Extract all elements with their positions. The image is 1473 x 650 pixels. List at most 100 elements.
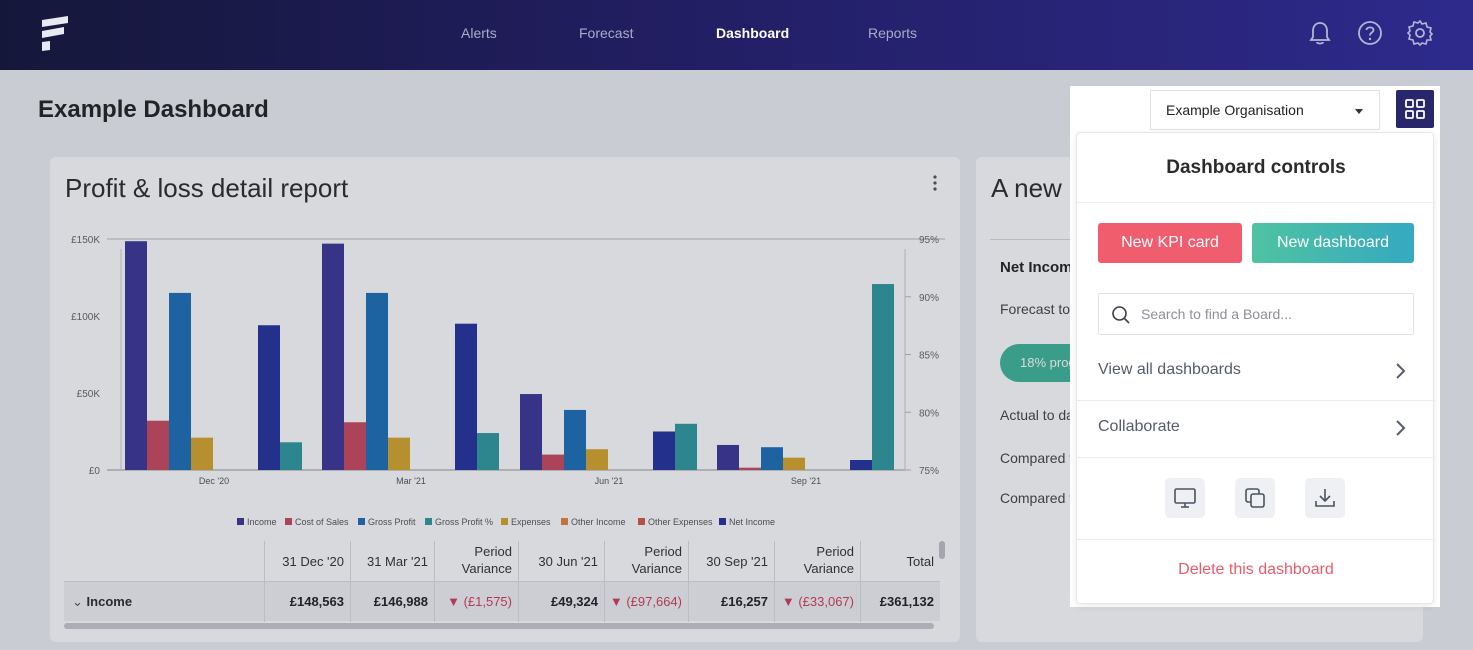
nav-reports[interactable]: Reports <box>868 25 918 41</box>
legend-label: Cost of Sales <box>295 517 349 527</box>
bar-income <box>717 444 739 470</box>
bar-income <box>125 241 147 470</box>
top-navigation: Alerts Forecast Dashboard Reports <box>0 0 1473 70</box>
bell-icon[interactable] <box>1306 19 1334 47</box>
bar-income <box>322 243 344 470</box>
delete-dashboard-link[interactable]: Delete this dashboard <box>1178 561 1334 578</box>
x-tick-label: Jun '21 <box>595 476 624 486</box>
page-title: Example Dashboard <box>38 96 269 123</box>
kpi-line: Actual to da <box>1000 407 1074 423</box>
duplicate-button[interactable] <box>1235 478 1275 518</box>
nav-alerts[interactable]: Alerts <box>461 25 497 41</box>
table-cell: ▼ (£1,575) <box>434 582 518 622</box>
bar-gross-profit-pct <box>477 433 499 470</box>
chevron-down-icon: ⌄ <box>72 594 83 609</box>
legend-swatch <box>561 518 568 525</box>
more-options-icon[interactable] <box>930 173 940 193</box>
column-header: Period Variance <box>774 541 860 581</box>
legend-label: Expenses <box>511 517 551 527</box>
table-cell: £361,132 <box>860 582 940 622</box>
pl-report-card: Profit & loss detail report £0 £50K £100K £… <box>50 157 960 642</box>
dashboard-grid-button[interactable] <box>1396 90 1434 128</box>
legend-label: Other Expenses <box>648 517 713 527</box>
legend-swatch <box>501 518 508 525</box>
legend-swatch <box>638 518 645 525</box>
column-header: 30 Jun '21 <box>518 541 604 581</box>
caret-down-icon <box>1355 109 1363 114</box>
legend-swatch <box>285 518 292 525</box>
column-header: Period Variance <box>434 541 518 581</box>
column-header: 31 Mar '21 <box>350 541 434 581</box>
bar-gross-profit <box>169 292 191 470</box>
download-icon <box>1315 489 1335 507</box>
legend-swatch <box>237 518 244 525</box>
column-header: 31 Dec '20 <box>264 541 350 581</box>
monitor-icon <box>1174 488 1196 508</box>
logo-icon[interactable] <box>38 14 74 54</box>
legend-label: Income <box>247 517 277 527</box>
card-title: A new p <box>991 173 1084 203</box>
settings-icon[interactable] <box>1406 19 1434 47</box>
help-icon[interactable] <box>1356 19 1384 47</box>
bar-net-income <box>850 459 872 470</box>
board-search <box>1098 293 1414 335</box>
bar-cost-of-sales <box>147 420 169 470</box>
nav-forecast[interactable]: Forecast <box>579 25 634 41</box>
vertical-scrollbar[interactable] <box>939 541 945 559</box>
bar-cost-of-sales <box>344 422 366 470</box>
legend-label: Gross Profit <box>368 517 416 527</box>
legend-label: Gross Profit % <box>435 517 493 527</box>
table-row[interactable]: ⌄ Income £148,563 £146,988 ▼ (£1,575) £49,3… <box>64 581 940 622</box>
download-button[interactable] <box>1305 478 1345 518</box>
divider <box>1077 400 1435 401</box>
dashboard-controls-popover: Example Organisation Dashboard controls … <box>1070 86 1440 607</box>
bar-gross-profit <box>564 409 586 470</box>
kpi-line: Compared t <box>1000 490 1074 506</box>
column-header: 30 Sep '21 <box>688 541 774 581</box>
table-cell: £16,257 <box>688 582 774 622</box>
horizontal-scrollbar[interactable] <box>64 623 934 629</box>
collaborate-item[interactable]: Collaborate <box>1077 400 1435 457</box>
copy-icon <box>1245 488 1265 508</box>
y2-tick-label: 80% <box>919 408 939 419</box>
new-kpi-card-button[interactable]: New KPI card <box>1098 223 1242 263</box>
present-button[interactable] <box>1165 478 1205 518</box>
x-tick-label: Mar '21 <box>396 476 426 486</box>
divider <box>1077 457 1435 458</box>
kpi-subtitle: Net Incom <box>1000 259 1073 276</box>
bar-gross-profit <box>761 447 783 470</box>
search-input[interactable] <box>1141 294 1401 334</box>
legend-swatch <box>719 518 726 525</box>
nav-dashboard[interactable]: Dashboard <box>716 25 790 41</box>
new-dashboard-button[interactable]: New dashboard <box>1252 223 1414 263</box>
y-tick-label: £100K <box>71 312 100 323</box>
table-cell: £148,563 <box>264 582 350 622</box>
dashboard-controls-panel: Dashboard controls New KPI card New dash… <box>1076 132 1435 604</box>
x-tick-label: Dec '20 <box>199 476 229 486</box>
bar-gross-profit-pct <box>675 423 697 470</box>
table-cell: £49,324 <box>518 582 604 622</box>
legend-label: Net Income <box>729 517 775 527</box>
bar-expenses <box>783 457 805 470</box>
kpi-line: Compared t <box>1000 450 1074 466</box>
bar-expenses <box>586 449 608 470</box>
column-header: Total <box>860 541 940 581</box>
table-cell: ▼ (£97,664) <box>604 582 688 622</box>
y2-tick-label: 75% <box>919 466 939 477</box>
organisation-select[interactable]: Example Organisation <box>1150 90 1380 130</box>
bar-cost-of-sales <box>542 454 564 470</box>
grid-icon <box>1405 99 1425 119</box>
card-title: Profit & loss detail report <box>65 173 349 203</box>
bar-income <box>520 394 542 470</box>
bar-gross-profit-pct <box>872 284 894 470</box>
legend-swatch <box>358 518 365 525</box>
x-tick-label: Sep '21 <box>791 476 821 486</box>
table-cell: £146,988 <box>350 582 434 622</box>
view-all-dashboards-item[interactable]: View all dashboards <box>1077 343 1435 400</box>
divider <box>1077 202 1435 203</box>
pl-bar-chart: £0 £50K £100K £150K 75% 80% 85% 90% 95% Dec '20 Ma… <box>71 235 945 527</box>
bar-expenses <box>388 437 410 470</box>
chevron-right-icon <box>1396 420 1406 436</box>
bar-gross-profit <box>366 292 388 470</box>
row-label-income[interactable]: ⌄ Income <box>72 594 133 609</box>
